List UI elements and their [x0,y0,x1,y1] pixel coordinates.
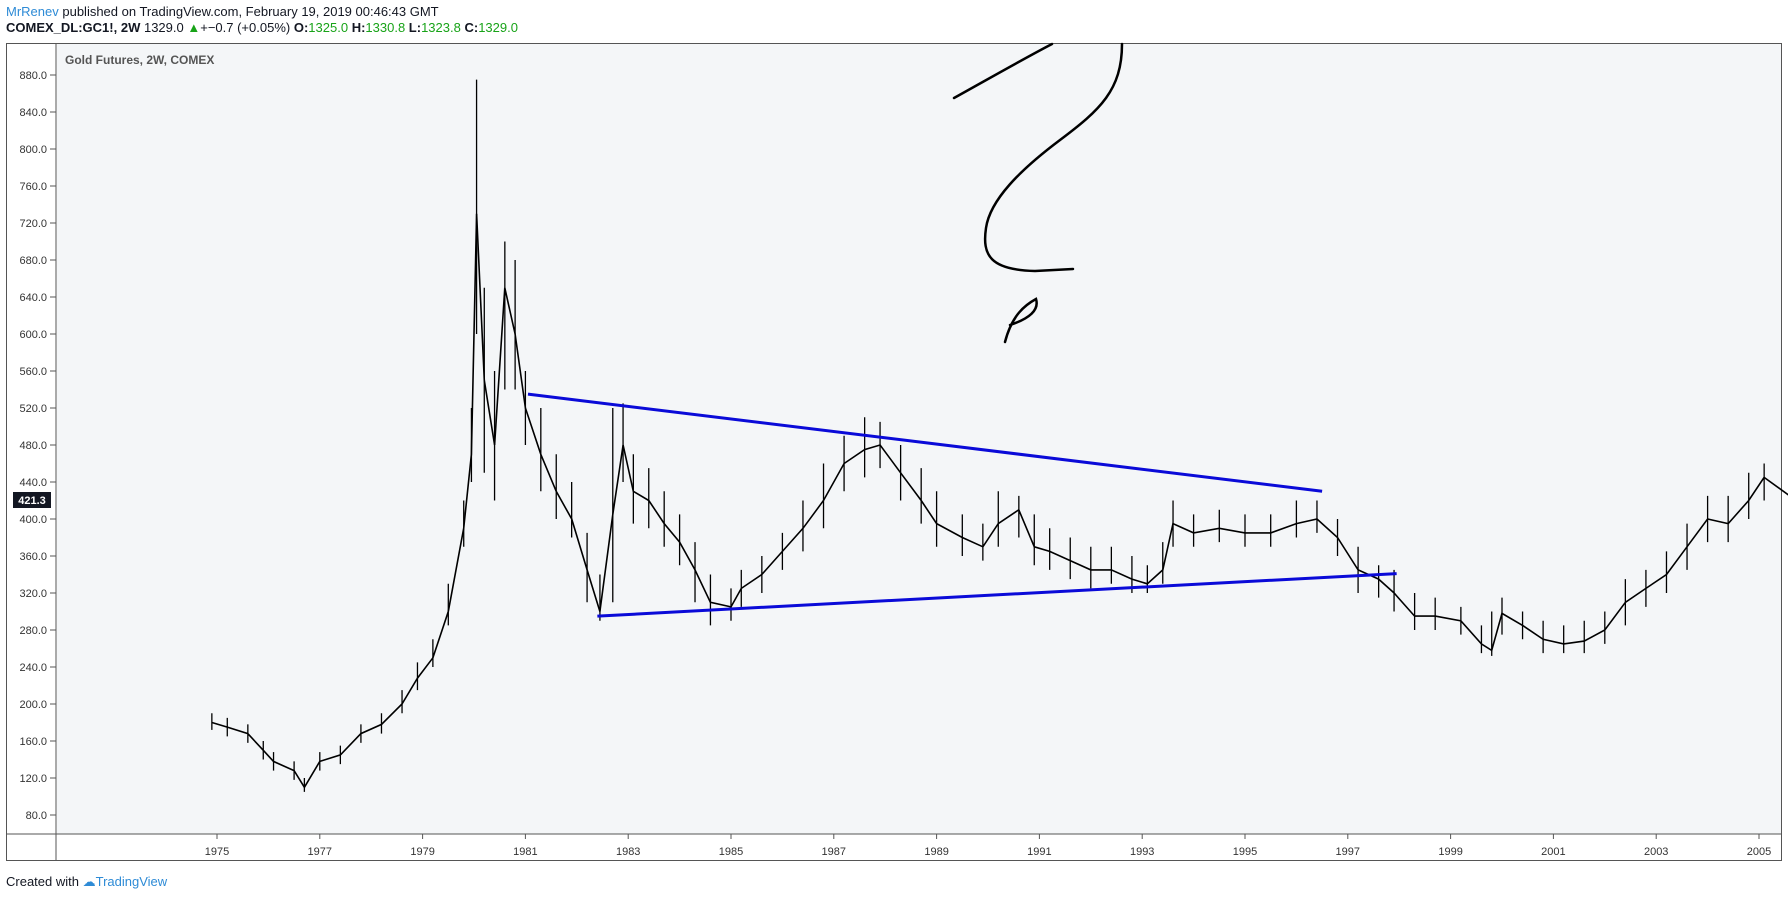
price-badge-bg [13,492,51,508]
x-tick-label: 1995 [1233,846,1257,858]
y-tick-label: 840.0 [19,107,47,119]
tradingview-logo-icon[interactable]: ☁ [82,874,96,889]
y-tick-label: 880.0 [19,70,47,82]
ohlc-line: COMEX_DL:GC1!, 2W 1329.0 ▲+−0.7 (+0.05%)… [6,20,518,36]
open-label: O: [293,20,309,35]
y-tick-label: 800.0 [19,144,47,156]
last-price: 1329.0 [143,20,184,35]
x-tick-label: 1985 [719,846,743,858]
freehand-stroke-3[interactable] [1003,297,1038,344]
author-link[interactable]: MrRenev [6,4,59,19]
close-value: 1329.0 [478,20,518,35]
x-tick-label: 2003 [1644,846,1668,858]
publish-line: MrRenev published on TradingView.com, Fe… [6,4,518,20]
y-tick-label: 80.0 [26,810,47,822]
y-tick-label: 760.0 [19,181,47,193]
high-value: 1330.8 [365,20,406,35]
y-tick-label: 680.0 [19,255,47,267]
price-badge: 421.3 [13,492,51,508]
y-tick-label: 400.0 [19,514,47,526]
chart-header: MrRenev published on TradingView.com, Fe… [6,4,518,36]
lower-trendline[interactable] [597,572,1397,618]
x-tick-label: 1975 [205,846,229,858]
freehand-stroke-2[interactable] [983,42,1124,273]
open-value: 1325.0 [308,20,349,35]
upper-trendline[interactable] [527,392,1323,493]
x-tick-label: 1981 [513,846,537,858]
y-tick-label: 600.0 [19,329,47,341]
x-tick-label: 2001 [1541,846,1565,858]
x-tick-label: 1997 [1336,846,1360,858]
freehand-stroke-1[interactable] [952,42,1054,100]
y-tick-label: 640.0 [19,292,47,304]
x-tick-label: 1987 [822,846,846,858]
x-tick-label: 1993 [1130,846,1154,858]
x-tick-label: 1999 [1438,846,1462,858]
created-with-label: Created with [6,874,79,889]
y-tick-label: 120.0 [19,773,47,785]
y-tick-label: 200.0 [19,699,47,711]
published-text: published on TradingView.com, February 1… [58,4,439,19]
y-tick-label: 520.0 [19,403,47,415]
y-tick-label: 360.0 [19,551,47,563]
tradingview-link[interactable]: TradingView [95,874,168,889]
price-series-line [211,213,1788,789]
x-tick-label: 2005 [1747,846,1771,858]
y-tick-label: 480.0 [19,440,47,452]
y-tick-label: 560.0 [19,366,47,378]
up-arrow-icon: ▲ [187,20,201,35]
y-tick-label: 240.0 [19,662,47,674]
x-tick-label: 1989 [924,846,948,858]
high-label: H: [351,20,366,35]
plot-background [57,44,1781,834]
low-value: 1323.8 [421,20,461,35]
x-tick-label: 1979 [410,846,434,858]
symbol-label: COMEX_DL:GC1!, 2W [6,20,141,35]
close-label: C: [464,20,479,35]
freehand-drawing[interactable] [952,42,1124,344]
y-tick-label: 280.0 [19,625,47,637]
chart-title: Gold Futures, 2W, COMEX [65,53,214,67]
chart-frame[interactable] [6,43,1782,861]
x-tick-label: 1977 [308,846,332,858]
x-tick-label: 1983 [616,846,640,858]
footer: Created with ☁TradingView [6,874,167,890]
price-change: +−0.7 (+0.05%) [200,20,291,35]
y-tick-label: 160.0 [19,736,47,748]
low-label: L: [408,20,422,35]
x-tick-label: 1991 [1027,846,1051,858]
y-tick-label: 320.0 [19,588,47,600]
y-tick-label: 720.0 [19,218,47,230]
price-badge-value: 421.3 [18,495,46,507]
y-tick-label: 440.0 [19,477,47,489]
